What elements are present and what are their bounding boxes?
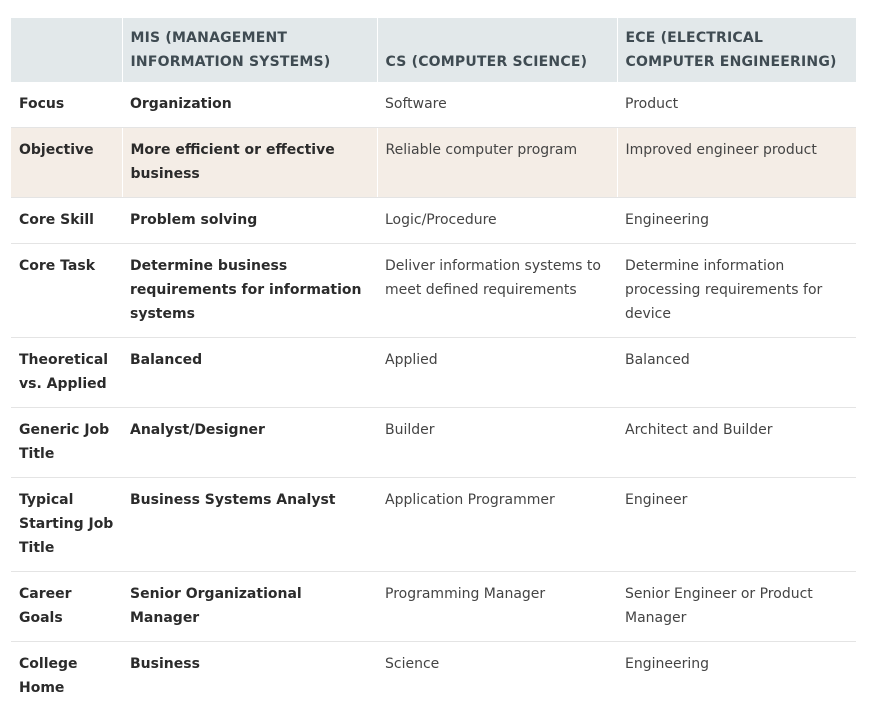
row-label: Theoretical vs. Applied — [11, 338, 122, 408]
cs-cell: Programming Manager — [377, 572, 617, 642]
table-row: College Home Business Science Engineerin… — [11, 642, 856, 711]
table-row: Core Skill Problem solving Logic/Procedu… — [11, 198, 856, 244]
ece-cell: Engineer — [617, 478, 856, 572]
ece-cell: Balanced — [617, 338, 856, 408]
row-label: Career Goals — [11, 572, 122, 642]
header-corner — [11, 18, 122, 82]
table-row: Core Task Determine business requirement… — [11, 244, 856, 338]
mis-cell: Problem solving — [122, 198, 377, 244]
table-row: Typical Starting Job Title Business Syst… — [11, 478, 856, 572]
cs-cell: Deliver information systems to meet defi… — [377, 244, 617, 338]
mis-cell: More efficient or effective business — [122, 128, 377, 198]
row-label: Typical Starting Job Title — [11, 478, 122, 572]
ece-cell: Architect and Builder — [617, 408, 856, 478]
mis-cell: Organization — [122, 82, 377, 128]
row-label: Objective — [11, 128, 122, 198]
ece-cell: Product — [617, 82, 856, 128]
row-label: Core Skill — [11, 198, 122, 244]
mis-cell: Determine business requirements for info… — [122, 244, 377, 338]
cs-cell: Logic/Procedure — [377, 198, 617, 244]
row-label: Core Task — [11, 244, 122, 338]
table-row: Theoretical vs. Applied Balanced Applied… — [11, 338, 856, 408]
mis-cell: Senior Organizational Manager — [122, 572, 377, 642]
header-row: MIS (MANAGEMENT INFORMATION SYSTEMS) CS … — [11, 18, 856, 82]
ece-cell: Engineering — [617, 642, 856, 711]
ece-cell: Engineering — [617, 198, 856, 244]
row-label: Focus — [11, 82, 122, 128]
ece-cell: Improved engineer product — [617, 128, 856, 198]
ece-cell: Determine information processing require… — [617, 244, 856, 338]
cs-cell: Builder — [377, 408, 617, 478]
mis-cell: Balanced — [122, 338, 377, 408]
table-row: Focus Organization Software Product — [11, 82, 856, 128]
table-row-highlighted: Objective More efficient or effective bu… — [11, 128, 856, 198]
header-cs: CS (COMPUTER SCIENCE) — [377, 18, 617, 82]
mis-cell: Business Systems Analyst — [122, 478, 377, 572]
cs-cell: Applied — [377, 338, 617, 408]
cs-cell: Science — [377, 642, 617, 711]
comparison-table: MIS (MANAGEMENT INFORMATION SYSTEMS) CS … — [11, 18, 856, 711]
row-label: College Home — [11, 642, 122, 711]
table-row: Generic Job Title Analyst/Designer Build… — [11, 408, 856, 478]
header-ece: ECE (ELECTRICAL COMPUTER ENGINEERING) — [617, 18, 856, 82]
cs-cell: Software — [377, 82, 617, 128]
mis-cell: Business — [122, 642, 377, 711]
row-label: Generic Job Title — [11, 408, 122, 478]
header-mis: MIS (MANAGEMENT INFORMATION SYSTEMS) — [122, 18, 377, 82]
cs-cell: Application Programmer — [377, 478, 617, 572]
ece-cell: Senior Engineer or Product Manager — [617, 572, 856, 642]
cs-cell: Reliable computer program — [377, 128, 617, 198]
table-row: Career Goals Senior Organizational Manag… — [11, 572, 856, 642]
mis-cell: Analyst/Designer — [122, 408, 377, 478]
